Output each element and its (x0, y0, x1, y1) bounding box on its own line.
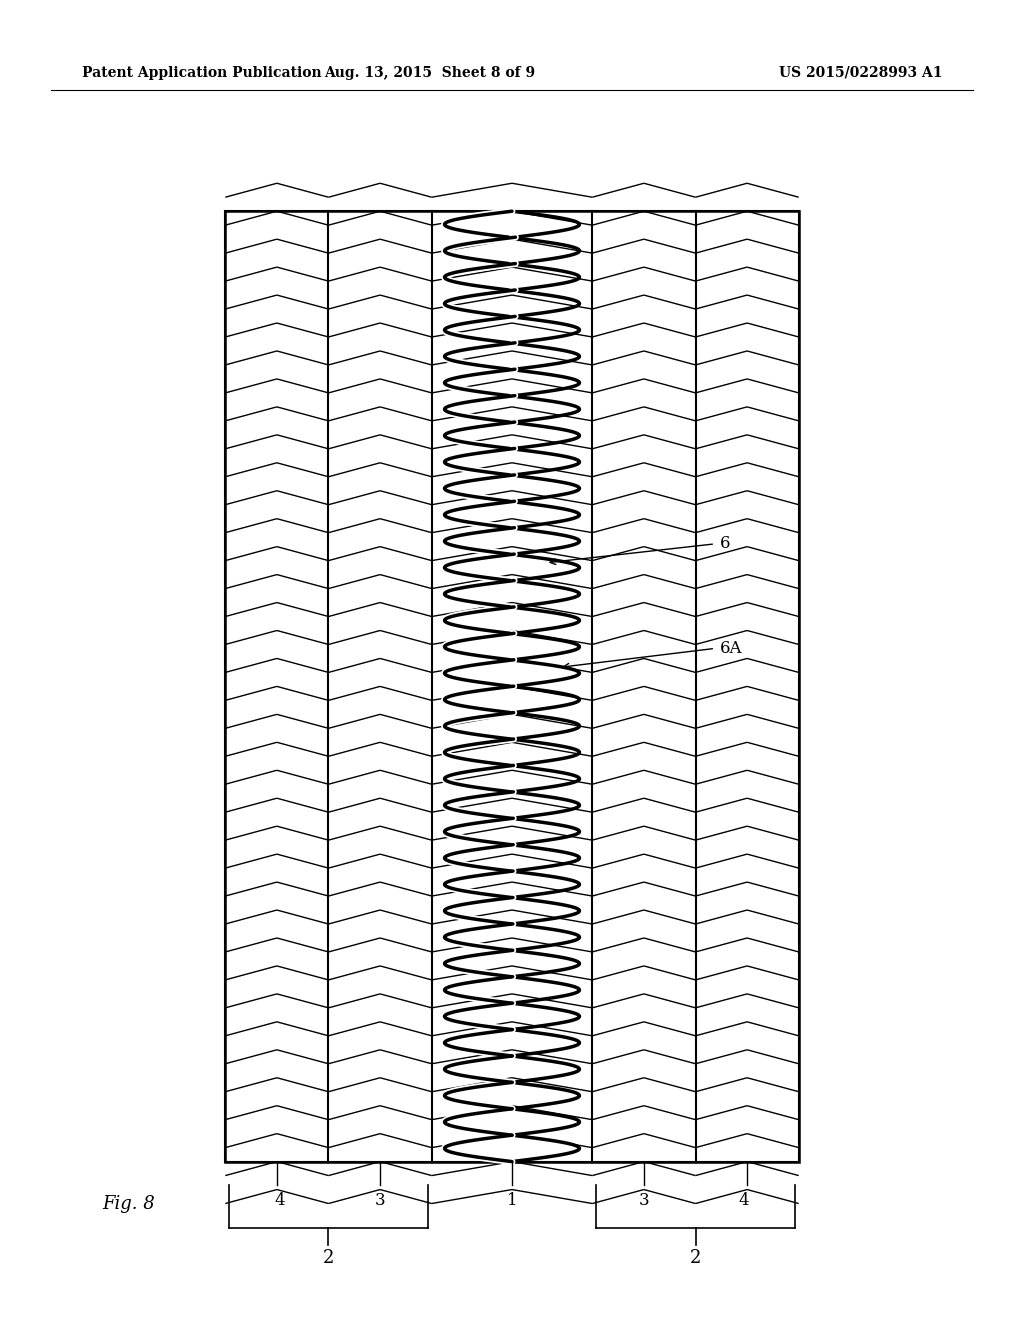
Text: 2: 2 (323, 1249, 334, 1267)
Text: 4: 4 (738, 1192, 750, 1209)
Text: Patent Application Publication: Patent Application Publication (82, 66, 322, 79)
Text: 6: 6 (720, 536, 731, 552)
Bar (329, 211, 432, 1162)
Text: 1: 1 (507, 1192, 517, 1209)
Bar (432, 211, 592, 1162)
Text: US 2015/0228993 A1: US 2015/0228993 A1 (778, 66, 942, 79)
Bar (592, 211, 695, 1162)
Bar (225, 211, 329, 1162)
Text: Aug. 13, 2015  Sheet 8 of 9: Aug. 13, 2015 Sheet 8 of 9 (325, 66, 536, 79)
Text: Fig. 8: Fig. 8 (102, 1195, 156, 1213)
Bar (695, 211, 799, 1162)
Text: 3: 3 (639, 1192, 649, 1209)
Bar (225, 211, 799, 1162)
Bar (225, 211, 799, 1162)
Text: 4: 4 (274, 1192, 286, 1209)
Text: 3: 3 (375, 1192, 385, 1209)
Text: 2: 2 (690, 1249, 701, 1267)
Text: 6A: 6A (720, 640, 742, 657)
